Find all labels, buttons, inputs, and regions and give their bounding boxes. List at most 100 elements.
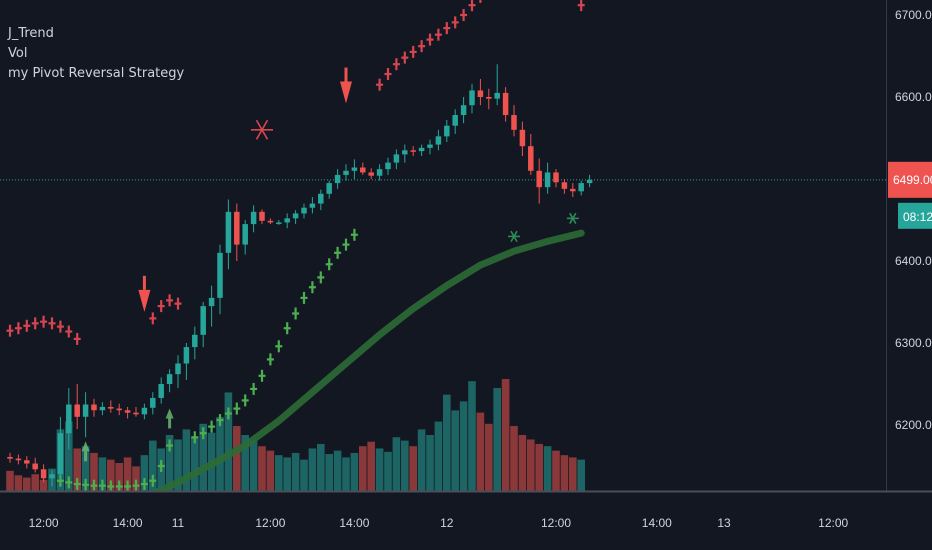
trend-marker	[98, 479, 106, 492]
candle	[108, 400, 114, 413]
trend-marker	[56, 320, 64, 333]
volume-bar	[426, 435, 434, 491]
volume-bar	[216, 417, 224, 491]
trend-marker	[577, 0, 585, 12]
candle	[7, 452, 13, 463]
candle	[385, 157, 391, 175]
snowflake-icon	[508, 230, 520, 242]
candle	[24, 456, 30, 469]
candle	[40, 464, 47, 483]
last-price-label: 6499.00	[893, 173, 932, 187]
volume-bar	[560, 455, 569, 491]
candle	[82, 392, 89, 438]
volume-bar	[191, 437, 199, 491]
volume-bar	[275, 455, 283, 491]
volume-bar	[249, 440, 258, 491]
candle	[175, 355, 181, 389]
candle	[561, 179, 568, 194]
trend-marker	[460, 9, 468, 21]
candle	[57, 416, 64, 479]
trend-marker	[140, 478, 148, 491]
trend-marker	[65, 476, 73, 489]
time-tick-label: 14:00	[642, 516, 672, 530]
candle	[124, 406, 131, 419]
trend-marker	[82, 478, 90, 491]
candle	[427, 139, 433, 155]
candle	[234, 203, 240, 261]
trend-marker	[199, 427, 207, 440]
trend-marker	[384, 68, 392, 81]
candle	[158, 377, 164, 404]
candle	[32, 457, 38, 473]
candle	[570, 183, 576, 198]
volume-bar	[501, 379, 510, 491]
candle	[511, 105, 517, 137]
candle	[519, 121, 526, 157]
volume-bar	[417, 429, 426, 491]
volume-bar	[6, 470, 14, 491]
candle	[225, 199, 232, 270]
price-axis-panel	[886, 0, 932, 550]
candle	[242, 220, 248, 255]
trend-marker	[468, 0, 476, 12]
volume-bar	[451, 410, 459, 491]
volume-bar	[493, 387, 501, 491]
candle	[351, 159, 358, 179]
candle	[259, 209, 265, 225]
candle	[150, 392, 156, 415]
price-tick-label: 6400.00	[895, 254, 932, 268]
trend-marker	[174, 297, 182, 310]
legend-item-strategy[interactable]: my Pivot Reversal Strategy	[8, 66, 185, 81]
candle	[536, 158, 542, 204]
time-tick-label: 12:00	[29, 516, 59, 530]
volume-bar	[518, 435, 527, 491]
volume-bar	[291, 452, 300, 491]
candle	[586, 174, 593, 188]
trend-marker	[334, 246, 342, 259]
volume-bar	[132, 466, 140, 491]
candle	[477, 78, 484, 106]
volume-bar	[443, 394, 451, 491]
volume-bar	[149, 440, 157, 491]
legend-item-volume[interactable]: Vol	[8, 46, 28, 61]
candle	[553, 169, 559, 188]
trend-marker	[241, 394, 249, 407]
volume-bar	[359, 446, 367, 491]
trend-marker	[14, 322, 22, 335]
candle	[166, 369, 173, 393]
candle	[486, 88, 492, 110]
last-price-tag	[888, 161, 932, 198]
trend-marker	[73, 332, 81, 345]
sell-arrow-stem	[344, 67, 348, 82]
legend-item-trend[interactable]: J_Trend	[8, 26, 54, 41]
trend-marker	[434, 28, 442, 41]
volume-bar	[182, 429, 191, 491]
volume-bar	[73, 448, 81, 491]
candle	[250, 205, 257, 233]
trend-marker	[132, 479, 140, 492]
candle	[418, 144, 425, 157]
candle	[368, 168, 374, 179]
trend-marker	[208, 420, 216, 433]
trend-marker	[23, 319, 31, 332]
volume-bar	[468, 381, 476, 491]
trend-marker	[350, 228, 358, 241]
volume-bar	[98, 457, 107, 491]
trend-marker	[224, 407, 232, 420]
trend-marker	[342, 238, 350, 251]
snowflake-icon	[251, 119, 273, 140]
trend-marker	[479, 0, 482, 3]
trend-marker	[258, 369, 266, 382]
trend-marker	[443, 22, 451, 35]
time-axis-panel	[0, 492, 932, 550]
trend-marker	[300, 291, 308, 304]
candle	[460, 97, 467, 124]
trend-marker	[157, 300, 165, 313]
candle	[393, 149, 400, 170]
volume-bar	[14, 475, 23, 491]
volume-bar	[409, 446, 417, 491]
volume-bar	[300, 459, 308, 491]
candle	[74, 384, 80, 430]
